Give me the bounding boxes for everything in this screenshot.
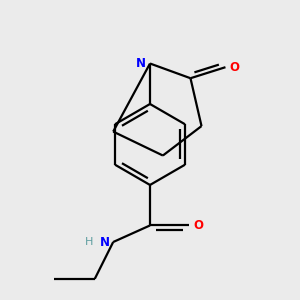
- Text: N: N: [136, 57, 146, 70]
- Text: N: N: [100, 236, 110, 248]
- Text: H: H: [85, 237, 93, 247]
- Text: O: O: [193, 219, 203, 232]
- Text: O: O: [230, 61, 240, 74]
